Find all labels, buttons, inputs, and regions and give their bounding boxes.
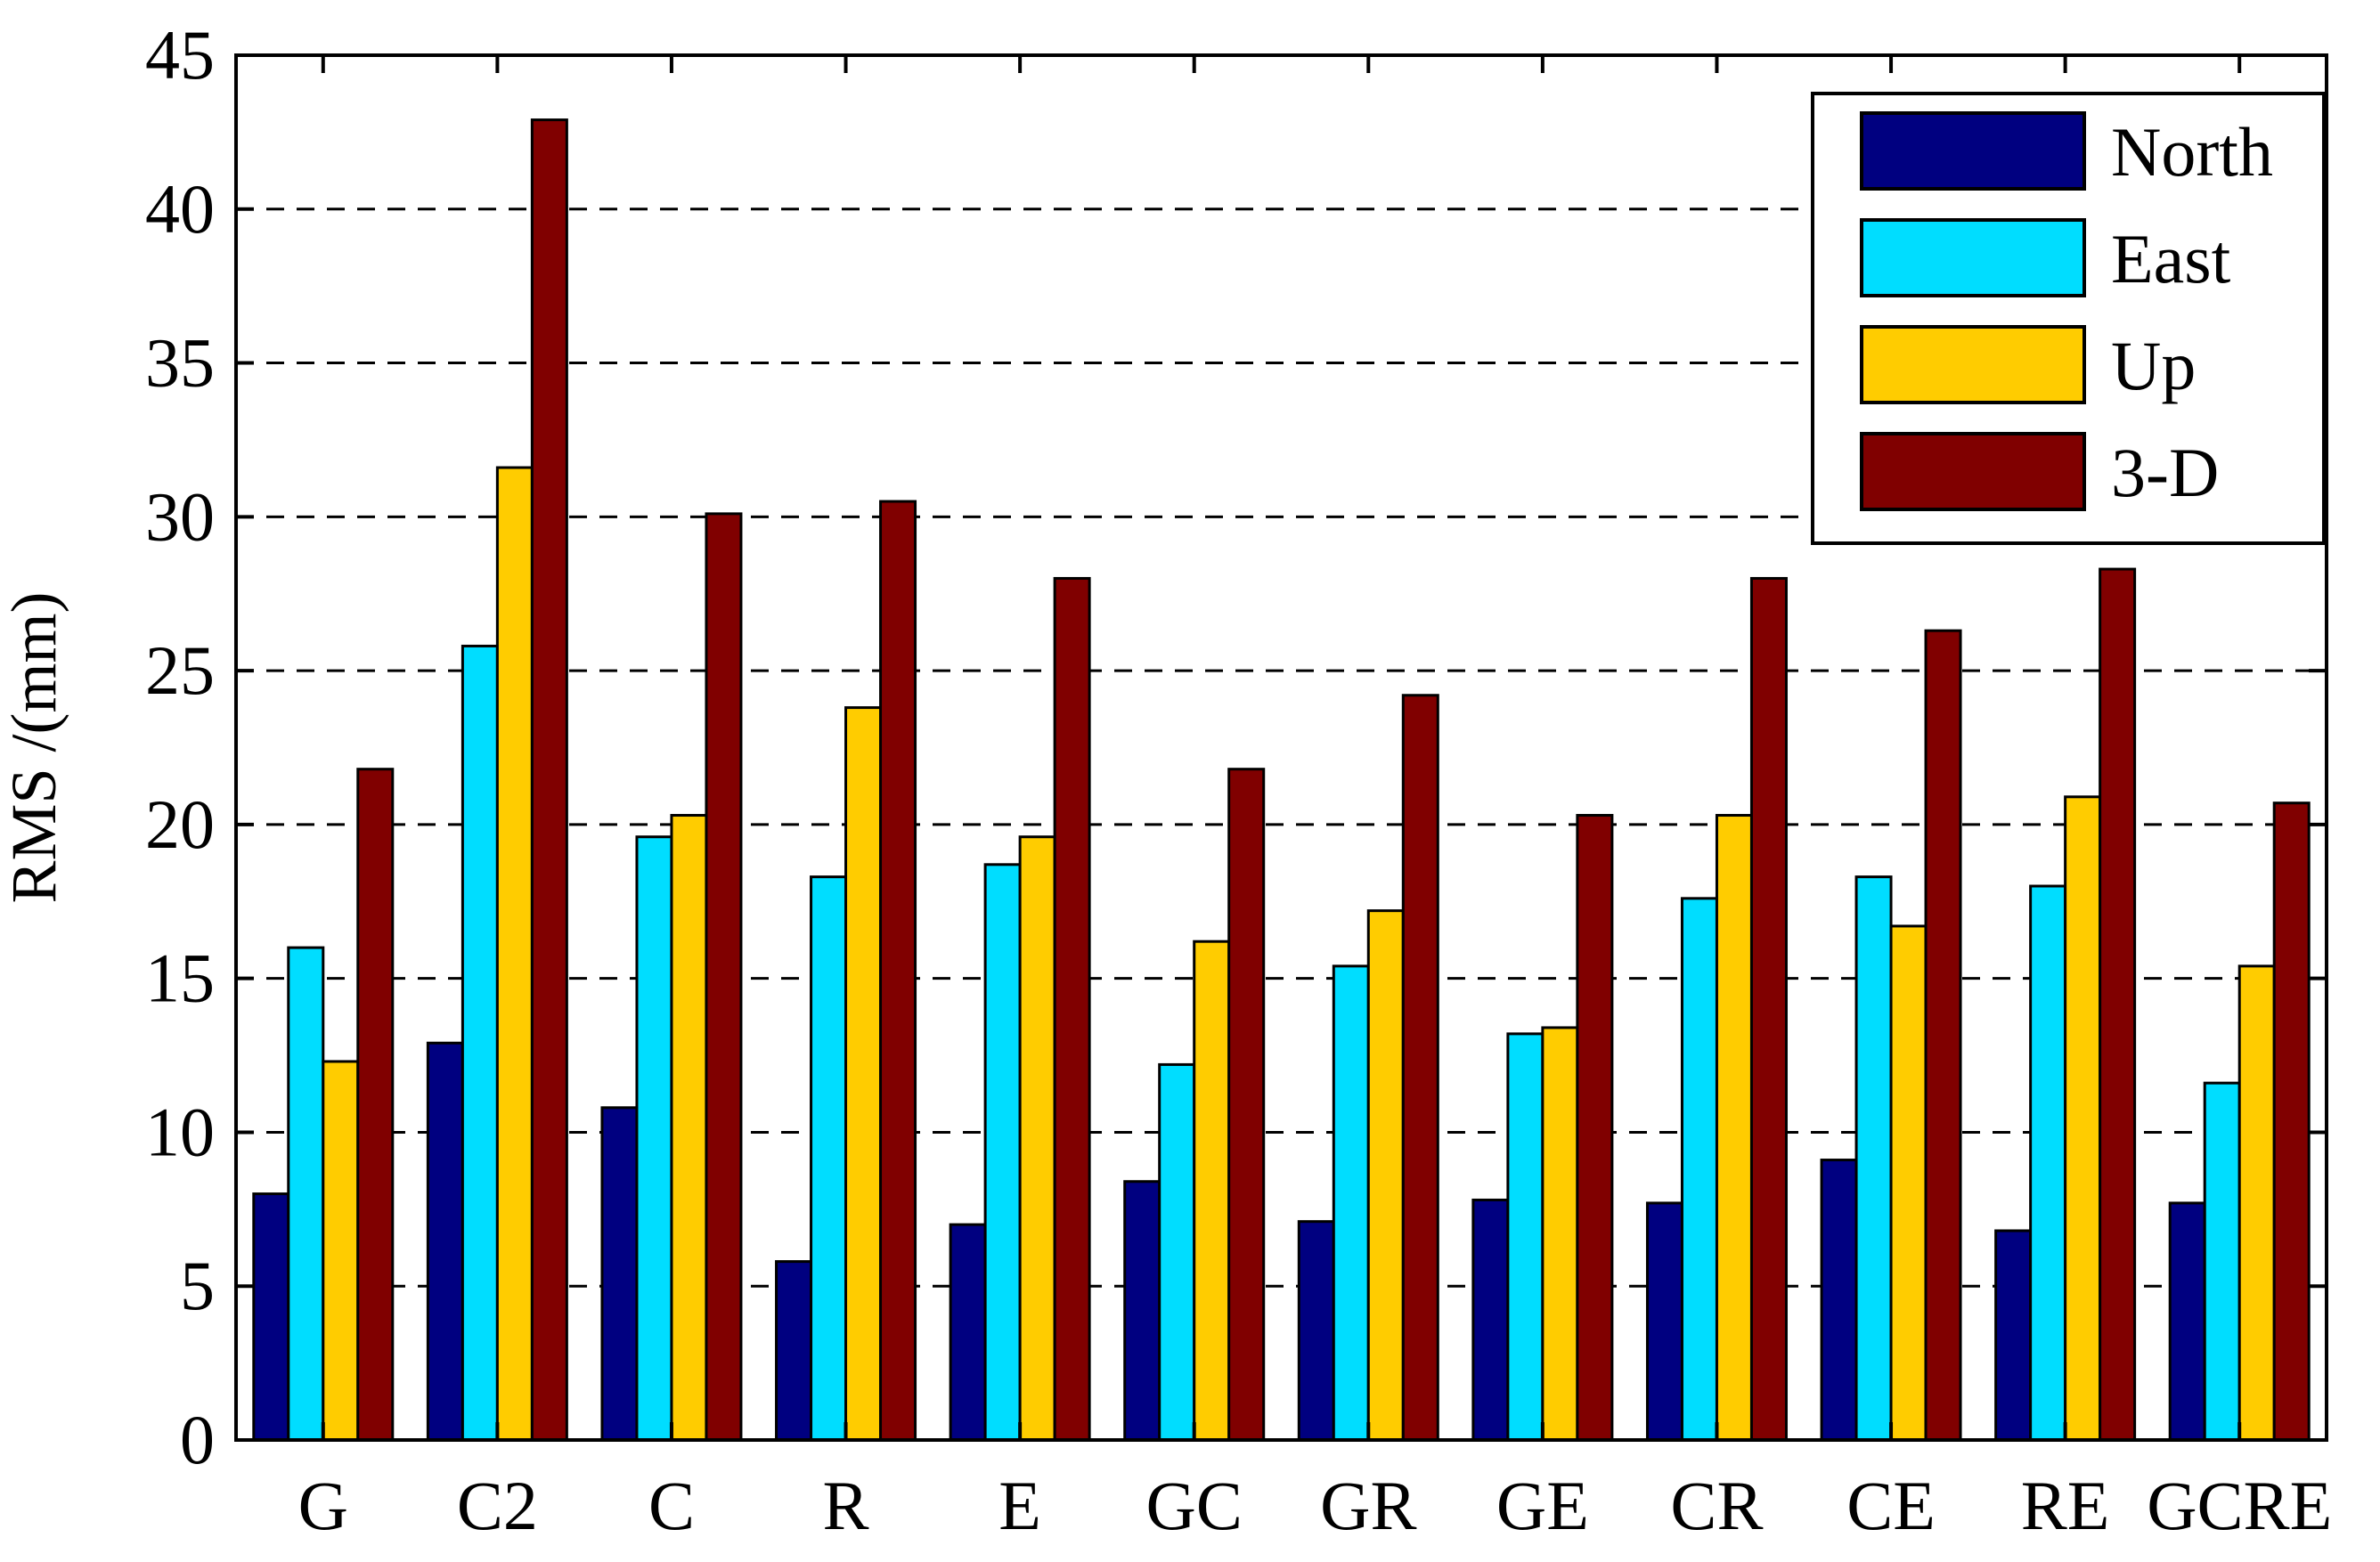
bar-GCRE-3-D (2272, 801, 2311, 1442)
ytick-label: 10 (145, 1093, 215, 1170)
bar-E-North (949, 1223, 987, 1442)
bar-CR-Up (1715, 814, 1753, 1442)
bar-E-East (983, 863, 1022, 1442)
bar-GC-East (1158, 1062, 1196, 1442)
bar-GR-Up (1366, 909, 1405, 1442)
xtick-label: GCRE (2147, 1467, 2332, 1544)
legend: North East Up 3-D (1811, 92, 2326, 545)
xtick-label: C2 (457, 1467, 538, 1544)
bar-GCRE-Up (2237, 964, 2276, 1442)
xtick-label: C (648, 1467, 695, 1544)
ytick-label: 45 (145, 16, 215, 94)
ytick-label: 5 (180, 1247, 215, 1324)
bar-RE-East (2029, 884, 2067, 1442)
xtick-label: CR (1670, 1467, 1763, 1544)
ytick-label: 20 (145, 785, 215, 863)
bar-GC-North (1123, 1180, 1161, 1442)
bar-GE-East (1506, 1032, 1545, 1442)
legend-swatch-Up (1860, 325, 2086, 404)
bar-CE-Up (1889, 924, 1928, 1442)
ytick-label: 35 (145, 324, 215, 402)
legend-swatch-East (1860, 218, 2086, 297)
bar-GCRE-North (2168, 1201, 2206, 1442)
bar-C-East (635, 835, 673, 1442)
bar-RE-Up (2064, 795, 2102, 1442)
ytick-label: 30 (145, 477, 215, 555)
bar-CR-3-D (1749, 576, 1788, 1442)
bar-GE-Up (1541, 1026, 1579, 1442)
legend-swatch-North (1860, 111, 2086, 191)
bar-C-Up (670, 814, 708, 1442)
bar-CR-East (1680, 897, 1718, 1442)
bar-C2-3-D (530, 118, 568, 1442)
bar-R-3-D (879, 500, 917, 1442)
bar-C2-Up (495, 466, 534, 1442)
xtick-label: E (998, 1467, 1041, 1544)
bar-RE-North (1994, 1229, 2033, 1442)
legend-label-East: East (2111, 220, 2231, 297)
bar-C2-North (426, 1041, 464, 1442)
bar-GC-3-D (1227, 768, 1266, 1442)
axis-ticks (236, 53, 2327, 1442)
ytick-label: 0 (180, 1401, 215, 1478)
bar-E-3-D (1053, 576, 1091, 1442)
ytick-label: 25 (145, 631, 215, 709)
ytick-label: 15 (145, 940, 215, 1017)
xtick-label: GE (1496, 1467, 1589, 1544)
ytick-label: 40 (145, 170, 215, 248)
bar-R-East (810, 875, 848, 1442)
bar-GE-3-D (1576, 814, 1614, 1442)
bar-G-Up (322, 1060, 360, 1442)
bars (252, 118, 2311, 1442)
bar-CE-East (1854, 875, 1893, 1442)
xtick-label: GR (1320, 1467, 1416, 1544)
bar-G-East (287, 946, 325, 1442)
bar-GR-East (1332, 964, 1370, 1442)
bar-GCRE-East (2203, 1081, 2241, 1442)
bar-R-Up (844, 706, 883, 1442)
bar-E-Up (1018, 835, 1056, 1442)
bar-G-3-D (356, 768, 395, 1442)
bar-GC-Up (1193, 940, 1231, 1442)
xtick-label: GC (1146, 1467, 1243, 1544)
legend-label-3-D: 3-D (2111, 434, 2219, 511)
xtick-label: CE (1846, 1467, 1936, 1544)
bar-C2-East (461, 644, 499, 1442)
xtick-label: R (823, 1467, 869, 1544)
bar-GE-North (1471, 1198, 1510, 1442)
x-tick-labels: G C2 C R E GC GR GE CR CE RE GCRE (298, 1467, 2333, 1544)
bar-GR-3-D (1401, 694, 1439, 1442)
plot-frame (234, 53, 2328, 1442)
y-axis-label: RMS /(mm) (0, 591, 69, 903)
bar-G-North (252, 1192, 290, 1442)
legend-swatch-3-D (1860, 432, 2086, 511)
bar-RE-3-D (2099, 567, 2137, 1442)
bar-CE-North (1820, 1159, 1858, 1442)
legend-label-North: North (2111, 113, 2273, 191)
y-tick-labels: 0 5 10 15 20 25 30 35 40 45 (145, 16, 215, 1478)
bar-GR-North (1297, 1220, 1335, 1442)
bar-CE-3-D (1924, 629, 1962, 1442)
legend-label-Up: Up (2111, 327, 2196, 404)
bar-C-3-D (705, 512, 743, 1442)
bar-R-North (775, 1260, 813, 1442)
xtick-label: G (298, 1467, 348, 1544)
bar-CR-North (1645, 1201, 1683, 1442)
xtick-label: RE (2021, 1467, 2110, 1544)
bar-C-North (600, 1106, 639, 1442)
